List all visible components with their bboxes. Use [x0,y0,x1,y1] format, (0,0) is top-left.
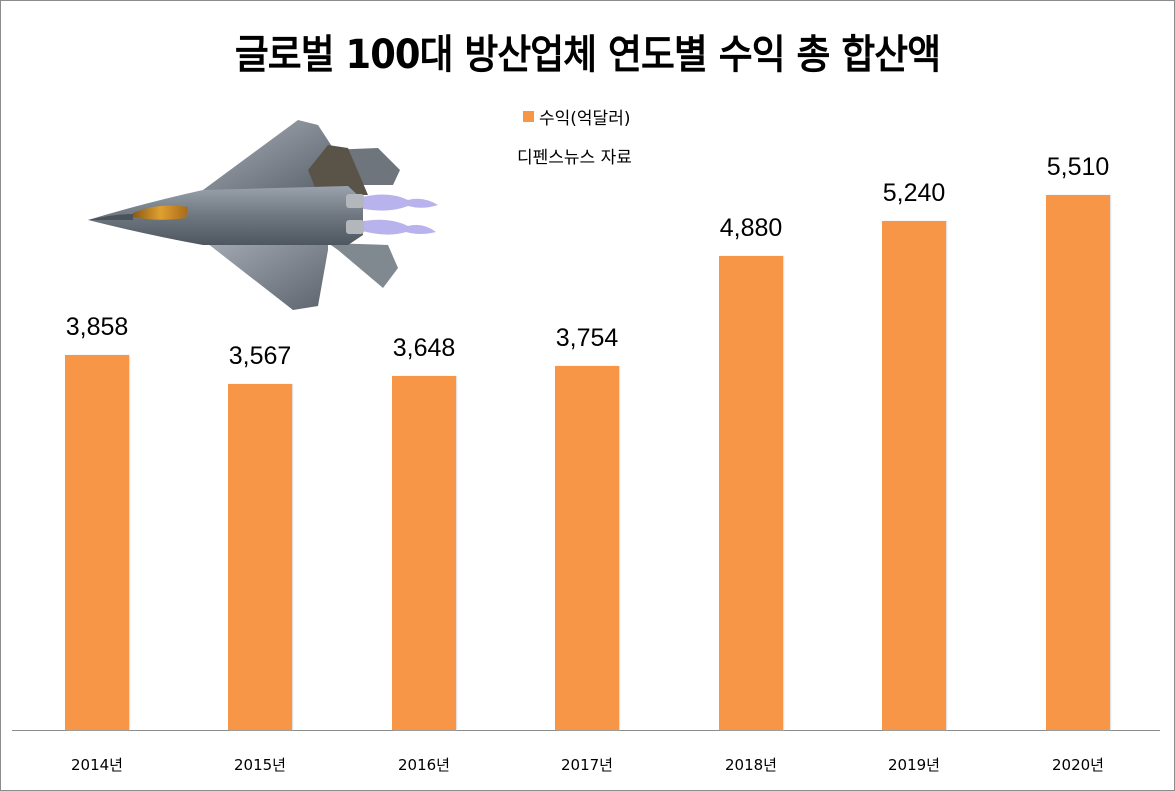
bar-value-label: 4,880 [719,214,783,243]
bar-value-label: 3,858 [65,313,129,342]
bar [1046,195,1110,730]
x-tick-label: 2017년 [561,756,613,774]
bar [719,256,783,730]
x-tick-label: 2018년 [725,756,777,774]
legend: 수익(억달러) [523,104,630,129]
bar-value-label: 3,567 [228,341,292,370]
legend-swatch [523,111,534,122]
x-tick-label: 2015년 [234,756,286,774]
bar-value-label: 3,648 [392,333,456,362]
source-note: 디펜스뉴스 자료 [517,148,632,168]
chart-title: 글로벌 100대 방산업체 연도별 수익 총 합산액 [234,32,941,78]
x-tick-label: 2016년 [398,756,450,774]
bar [228,383,292,730]
bar [882,221,946,730]
x-tick-label: 2020년 [1052,756,1104,774]
x-axis-line [12,730,1160,731]
bar [392,375,456,730]
bar [65,355,129,730]
x-tick-label: 2014년 [71,756,123,774]
legend-label: 수익(억달러) [539,109,631,129]
fighter-jet-icon [88,120,438,310]
x-tick-label: 2019년 [888,756,940,774]
bar-value-label: 3,754 [555,323,619,352]
bar-value-label: 5,510 [1046,153,1110,181]
bar-value-label: 5,240 [882,179,946,208]
bar [555,365,619,730]
